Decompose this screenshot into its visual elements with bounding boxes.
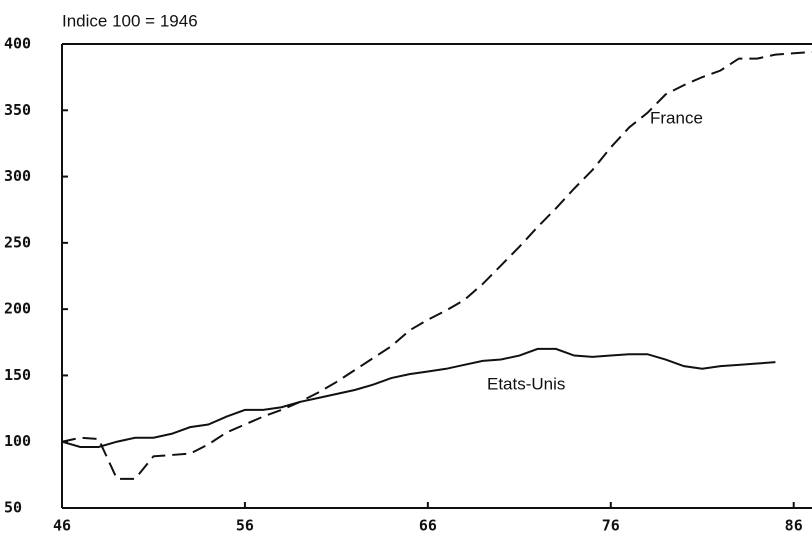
y-tick-label: 250 [4, 233, 31, 251]
y-tick-label: 350 [4, 101, 31, 119]
y-tick-label: 400 [4, 35, 31, 53]
series-label: Etats-Unis [487, 374, 565, 393]
y-tick-label: 300 [4, 167, 31, 185]
x-tick-label: 86 [785, 517, 803, 535]
series-line [61, 347, 776, 449]
x-tick-label: 46 [53, 517, 71, 535]
series-line [61, 50, 812, 480]
series-label: France [650, 108, 703, 127]
y-tick-label: 100 [4, 432, 31, 450]
y-tick-label: 150 [4, 366, 31, 384]
y-tick-label: 50 [4, 499, 22, 517]
y-tick-label: 200 [4, 300, 31, 318]
x-tick-label: 66 [419, 517, 437, 535]
chart-title: Indice 100 = 1946 [62, 11, 198, 30]
x-tick-label: 76 [602, 517, 620, 535]
x-tick-label: 56 [236, 517, 254, 535]
